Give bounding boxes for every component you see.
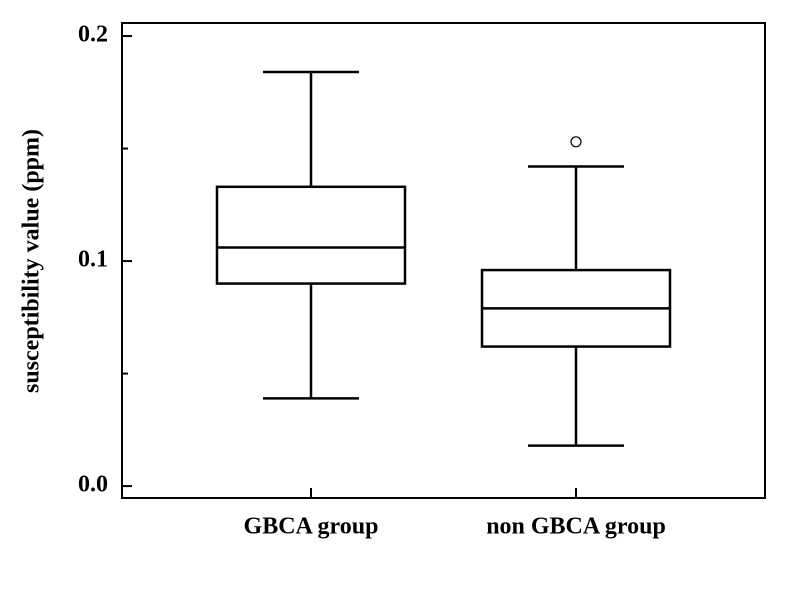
x-tick-label: GBCA group — [244, 514, 379, 540]
y-axis-title: susceptibility value (ppm) — [19, 129, 45, 393]
plot-frame — [121, 22, 766, 499]
y-tick-label: 0.2 — [78, 22, 108, 48]
y-tick-label: 0.1 — [78, 247, 108, 273]
x-tick-label: non GBCA group — [486, 514, 666, 540]
outlier — [570, 136, 582, 148]
y-tick-label: 0.0 — [78, 472, 108, 498]
box — [215, 185, 407, 285]
